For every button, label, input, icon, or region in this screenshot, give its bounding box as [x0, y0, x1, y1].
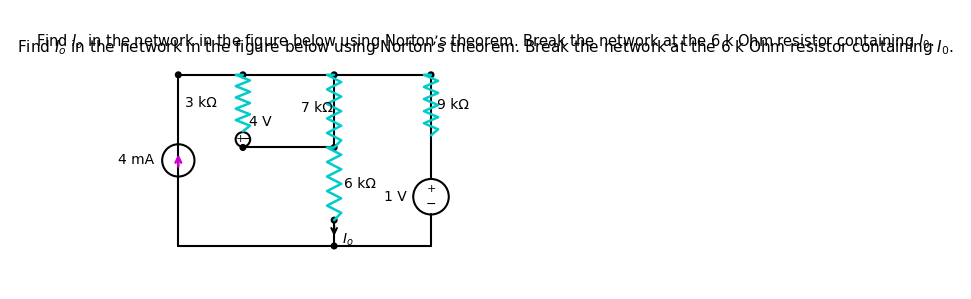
Text: −: − — [425, 198, 436, 211]
Text: 3 kΩ: 3 kΩ — [185, 96, 218, 110]
Circle shape — [240, 145, 246, 150]
Text: 1 V: 1 V — [385, 190, 407, 204]
Circle shape — [331, 217, 337, 223]
Text: 9 kΩ: 9 kΩ — [438, 98, 469, 112]
Circle shape — [428, 72, 434, 78]
Text: +: + — [235, 135, 245, 144]
Text: 4 V: 4 V — [250, 115, 272, 129]
Text: 6 kΩ: 6 kΩ — [344, 177, 376, 191]
Circle shape — [331, 145, 337, 150]
Circle shape — [331, 72, 337, 78]
Circle shape — [331, 243, 337, 249]
Text: $I_o$: $I_o$ — [342, 231, 353, 248]
Text: Find $I_o$ in the network in the figure below using Norton’s theorem. Break the : Find $I_o$ in the network in the figure … — [17, 38, 954, 57]
Text: Find $I_o$ in the network in the figure below using Norton’s theorem. Break the : Find $I_o$ in the network in the figure … — [36, 32, 935, 51]
Text: +: + — [426, 184, 436, 194]
Text: 4 mA: 4 mA — [117, 153, 154, 167]
Text: 7 kΩ: 7 kΩ — [301, 101, 332, 115]
Circle shape — [240, 72, 246, 78]
Circle shape — [176, 72, 182, 78]
Text: −: − — [241, 133, 251, 146]
